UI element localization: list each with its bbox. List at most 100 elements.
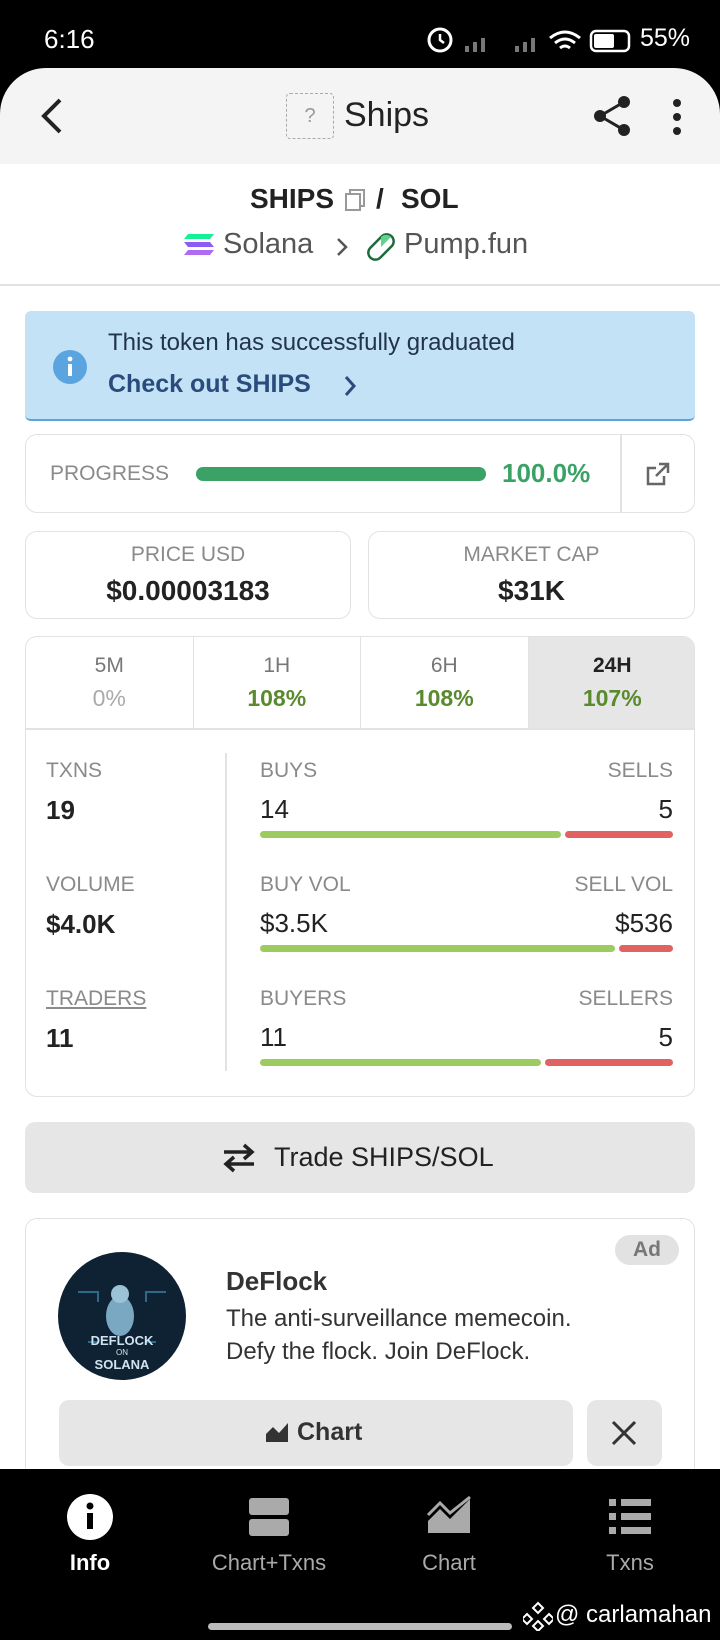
stat-label: BUY VOL [260,873,351,896]
timeframe-tab[interactable]: 6H 108% [361,637,529,728]
sell-bar [618,945,673,952]
trade-button[interactable] [25,1122,695,1193]
chart-icon [266,1423,288,1442]
stat-label: SELL VOL [574,873,673,896]
logo-text: SOLANA [94,1357,150,1372]
menu-button[interactable] [670,98,684,136]
nav-icon[interactable] [608,1497,652,1537]
token-icon: ? [286,93,334,139]
dex[interactable]: Pump.fun [404,228,529,260]
market-cap-card [368,531,695,619]
nav-icon[interactable] [248,1497,290,1537]
stat-label: BUYERS [260,987,347,1010]
nav-icon[interactable] [66,1493,114,1541]
ad-description: Defy the flock. Join DeFlock. [226,1338,531,1365]
stat-value: $536 [615,908,673,938]
divider [225,753,227,1071]
tab-change: 108% [414,685,474,711]
buy-bar [260,1059,542,1066]
stat-value: $4.0K [46,909,116,939]
stat-label: SELLERS [578,987,673,1010]
timeframe-tab[interactable]: 5M 0% [26,637,194,728]
status-icons [427,27,631,53]
timeframe-tab[interactable]: 1H 108% [194,637,361,728]
page-title: Ships [344,96,430,134]
share-button[interactable] [590,94,634,138]
ad-chart-button[interactable] [59,1400,573,1466]
tab-label: 24H [592,654,632,677]
stat-label: SELLS [607,759,673,782]
copy-button[interactable] [344,188,366,212]
pumpfun-icon [367,233,395,261]
back-button[interactable] [36,96,68,136]
stat-value: 19 [46,795,75,825]
status-time: 6:16 [44,24,95,54]
ad-description: The anti-surveillance memecoin. [226,1305,572,1332]
pair-quote: SOL [401,183,459,214]
stat-label[interactable]: TRADERS [46,987,147,1010]
ad-name[interactable]: DeFlock [226,1266,328,1296]
price-label: PRICE USD [130,543,246,566]
progress-track [196,467,486,481]
ad-badge: Ad [615,1235,679,1265]
tab-label: 5M [94,654,124,677]
tab-label: 6H [430,654,458,677]
nav-icon[interactable] [426,1495,472,1535]
swap-icon [223,1143,255,1173]
price-card [25,531,351,619]
sell-bar [565,831,673,838]
market-cap-value: $31K [498,575,565,606]
price-value: $0.00003183 [106,575,270,606]
stat-value: 11 [46,1023,74,1053]
divider [620,434,622,513]
timeframe-tab-selected[interactable]: 24H 107% [528,637,694,728]
nav-label[interactable]: Info [69,1550,111,1575]
bottom-nav [0,1469,720,1640]
tab-change: 107% [582,685,642,711]
battery: 55% [640,24,691,52]
pair-base: SHIPS [250,183,335,214]
trade-label: Trade SHIPS/SOL [274,1142,494,1172]
buy-bar [260,945,615,952]
logo-text: DEFLOCK [90,1333,154,1348]
info-icon [53,350,87,384]
tab-change: 108% [247,685,307,711]
banner-link[interactable]: Check out SHIPS [108,370,311,398]
logo-text: ON [116,1348,128,1357]
nav-label[interactable]: Txns [606,1550,654,1575]
stat-value: 14 [260,794,289,824]
pair-separator: / [376,183,384,214]
nav-label[interactable]: Chart+Txns [211,1550,327,1575]
nav-label[interactable]: Chart [422,1550,476,1575]
tab-change: 0% [92,685,126,711]
progress-fill [196,467,486,481]
tab-label: 1H [263,654,291,677]
home-indicator [208,1623,512,1630]
stat-value: 5 [658,794,673,824]
watermark-logo [523,1601,553,1631]
progress-value: 100.0% [502,458,591,488]
market-cap-label: MARKET CAP [463,543,600,566]
banner-text: This token has successfully graduated [108,329,515,356]
ad-chart-label: Chart [297,1418,363,1446]
graduated-banner[interactable] [25,311,695,421]
stat-value: 5 [658,1022,673,1052]
divider [0,284,720,286]
stat-label: VOLUME [46,873,135,896]
chevron [344,376,357,396]
stat-value: 11 [260,1022,287,1052]
chain[interactable]: Solana [223,228,314,260]
watermark: @ carlamahan [555,1601,712,1628]
chevron [337,238,348,256]
x-icon [611,1420,637,1446]
stats-card: 5M 0% 1H 108% 6H 108% 24H 107% [25,636,695,1097]
buy-bar [260,831,562,838]
ad-logo [58,1252,186,1380]
divider [26,728,694,730]
external-link[interactable] [645,461,671,487]
stat-value: $3.5K [260,908,328,938]
stat-label: TXNS [46,759,103,782]
solana-icon [184,234,214,255]
sell-bar [545,1059,673,1066]
